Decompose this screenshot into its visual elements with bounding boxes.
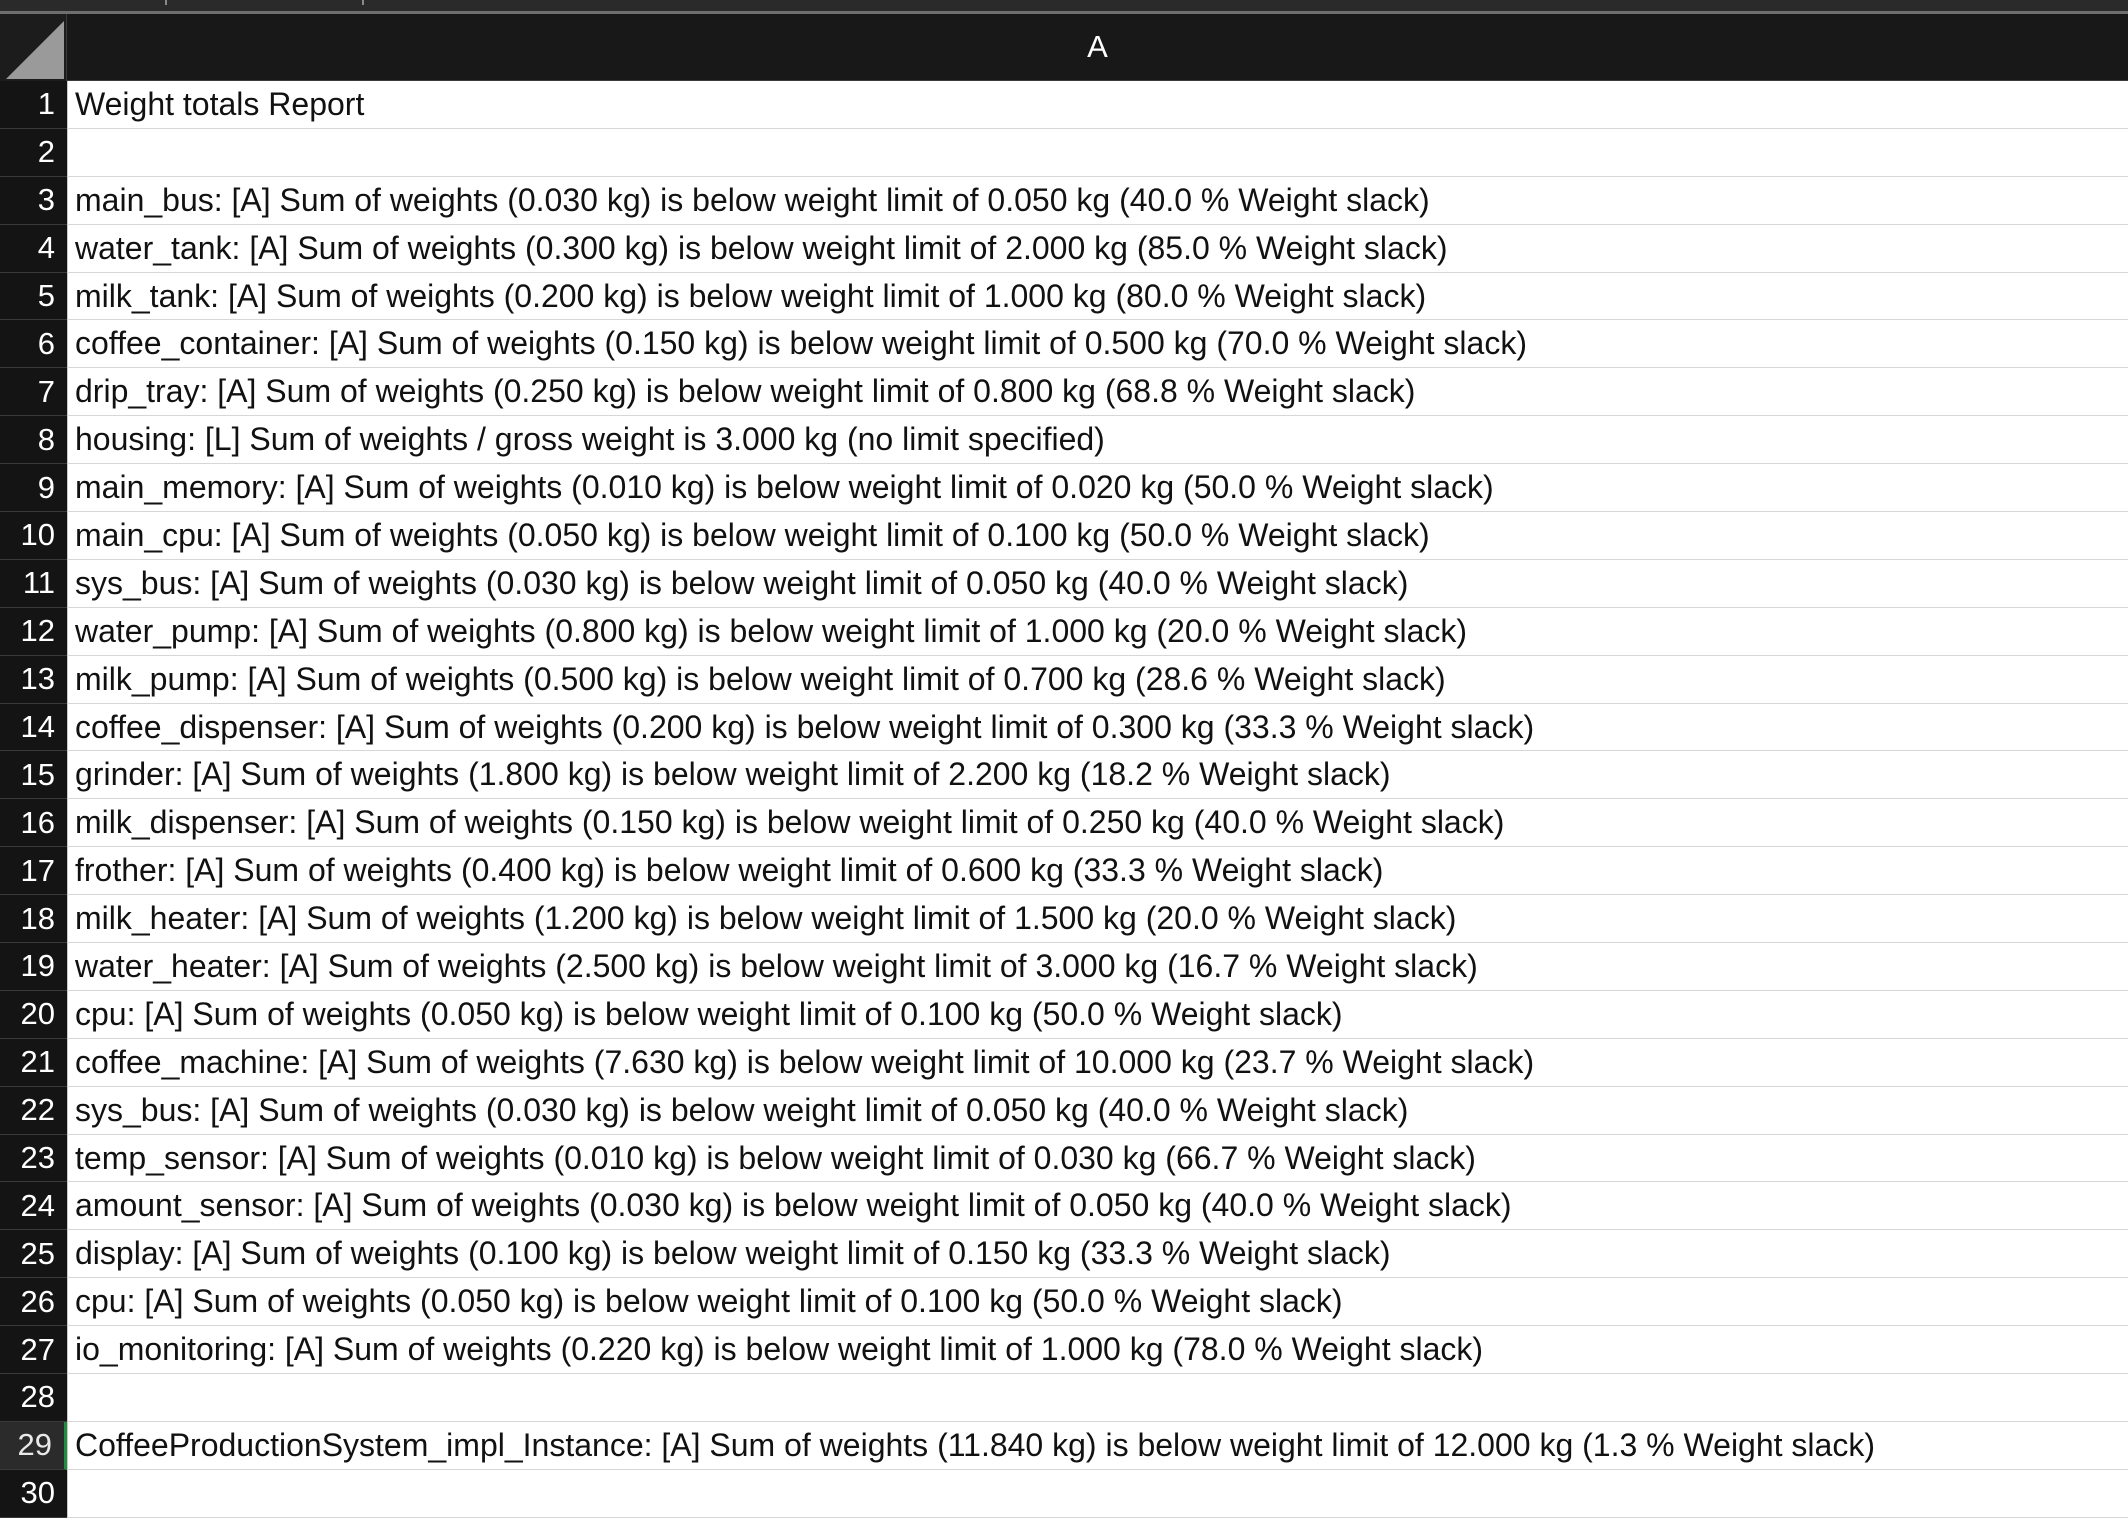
cell-a[interactable]: coffee_dispenser: [A] Sum of weights (0.… [67,703,2128,752]
table-row: 21 coffee_machine: [A] Sum of weights (7.… [0,1038,2128,1087]
table-row: 20 cpu: [A] Sum of weights (0.050 kg) is … [0,990,2128,1039]
row-header[interactable]: 26 [0,1278,67,1327]
table-row: 1 Weight totals Report [0,81,2128,129]
table-row: 17 frother: [A] Sum of weights (0.400 kg)… [0,847,2128,896]
sheet-tab[interactable] [0,0,167,5]
table-row: 5 milk_tank: [A] Sum of weights (0.200 kg… [0,272,2128,321]
row-header[interactable]: 19 [0,943,67,991]
cell-a[interactable]: coffee_machine: [A] Sum of weights (7.63… [67,1038,2128,1087]
row-header[interactable]: 29 [0,1421,67,1470]
row-header[interactable]: 3 [0,176,67,225]
table-row: 22 sys_bus: [A] Sum of weights (0.030 kg)… [0,1086,2128,1135]
table-row: 4 water_tank: [A] Sum of weights (0.300 k… [0,224,2128,273]
cell-a[interactable]: Weight totals Report [67,81,2128,129]
row-header[interactable]: 22 [0,1086,67,1135]
row-header[interactable]: 25 [0,1230,67,1279]
sheet-tab[interactable] [167,0,364,5]
cell-a[interactable]: frother: [A] Sum of weights (0.400 kg) i… [67,847,2128,896]
cell-a[interactable]: housing: [L] Sum of weights / gross weig… [67,416,2128,465]
table-row: 11 sys_bus: [A] Sum of weights (0.030 kg)… [0,559,2128,608]
cell-a[interactable]: io_monitoring: [A] Sum of weights (0.220… [67,1326,2128,1375]
row-header[interactable]: 23 [0,1134,67,1183]
cell-a[interactable]: CoffeeProductionSystem_impl_Instance: [A… [67,1421,2128,1470]
select-all-triangle-icon [6,21,64,79]
sheet-grid: 1 Weight totals Report 2 3 main_bus: [A] Sum… [0,81,2128,1518]
table-row: 28 [0,1374,2128,1422]
row-header[interactable]: 10 [0,512,67,560]
table-row: 19 water_heater: [A] Sum of weights (2.50… [0,943,2128,991]
row-header[interactable]: 28 [0,1374,67,1422]
cell-a[interactable]: water_tank: [A] Sum of weights (0.300 kg… [67,224,2128,273]
row-header[interactable]: 9 [0,464,67,513]
row-header[interactable]: 8 [0,416,67,465]
cell-a[interactable] [67,1469,2128,1518]
row-header[interactable]: 21 [0,1038,67,1087]
cell-a[interactable] [67,128,2128,177]
row-header[interactable]: 18 [0,895,67,944]
table-row: 29 CoffeeProductionSystem_impl_Instance: … [0,1421,2128,1470]
cell-a[interactable]: sys_bus: [A] Sum of weights (0.030 kg) i… [67,1086,2128,1135]
table-row: 2 [0,128,2128,177]
cell-a[interactable]: drip_tray: [A] Sum of weights (0.250 kg)… [67,368,2128,417]
table-row: 10 main_cpu: [A] Sum of weights (0.050 kg… [0,512,2128,560]
row-header[interactable]: 17 [0,847,67,896]
row-header[interactable]: 7 [0,368,67,417]
table-row: 14 coffee_dispenser: [A] Sum of weights (… [0,703,2128,752]
cell-a[interactable]: grinder: [A] Sum of weights (1.800 kg) i… [67,751,2128,800]
row-header[interactable]: 15 [0,751,67,800]
table-row: 8 housing: [L] Sum of weights / gross wei… [0,416,2128,465]
cell-a[interactable]: main_cpu: [A] Sum of weights (0.050 kg) … [67,512,2128,560]
row-header[interactable]: 12 [0,607,67,656]
row-header[interactable]: 4 [0,224,67,273]
table-row: 13 milk_pump: [A] Sum of weights (0.500 k… [0,655,2128,704]
cell-a[interactable] [67,1374,2128,1422]
column-header-a[interactable]: A [67,14,2128,81]
cell-a[interactable]: water_heater: [A] Sum of weights (2.500 … [67,943,2128,991]
table-row: 6 coffee_container: [A] Sum of weights (0… [0,320,2128,369]
cell-a[interactable]: main_bus: [A] Sum of weights (0.030 kg) … [67,176,2128,225]
row-header[interactable]: 11 [0,559,67,608]
row-header[interactable]: 20 [0,990,67,1039]
table-row: 16 milk_dispenser: [A] Sum of weights (0.… [0,799,2128,848]
cell-a[interactable]: sys_bus: [A] Sum of weights (0.030 kg) i… [67,559,2128,608]
select-all-corner[interactable] [0,14,67,81]
row-header[interactable]: 14 [0,703,67,752]
table-row: 9 main_memory: [A] Sum of weights (0.010 … [0,464,2128,513]
cell-a[interactable]: water_pump: [A] Sum of weights (0.800 kg… [67,607,2128,656]
table-row: 27 io_monitoring: [A] Sum of weights (0.2… [0,1326,2128,1375]
cell-a[interactable]: coffee_container: [A] Sum of weights (0.… [67,320,2128,369]
table-row: 12 water_pump: [A] Sum of weights (0.800 … [0,607,2128,656]
cell-a[interactable]: amount_sensor: [A] Sum of weights (0.030… [67,1182,2128,1231]
table-row: 24 amount_sensor: [A] Sum of weights (0.0… [0,1182,2128,1231]
row-header[interactable]: 1 [0,81,67,129]
cell-a[interactable]: milk_tank: [A] Sum of weights (0.200 kg)… [67,272,2128,321]
table-row: 3 main_bus: [A] Sum of weights (0.030 kg)… [0,176,2128,225]
table-row: 15 grinder: [A] Sum of weights (1.800 kg)… [0,751,2128,800]
row-header[interactable]: 24 [0,1182,67,1231]
column-header-row: A [0,14,2128,81]
row-header[interactable]: 16 [0,799,67,848]
cell-a[interactable]: milk_dispenser: [A] Sum of weights (0.15… [67,799,2128,848]
row-header[interactable]: 27 [0,1326,67,1375]
table-row: 7 drip_tray: [A] Sum of weights (0.250 kg… [0,368,2128,417]
table-row: 18 milk_heater: [A] Sum of weights (1.200… [0,895,2128,944]
table-row: 26 cpu: [A] Sum of weights (0.050 kg) is … [0,1278,2128,1327]
cell-a[interactable]: temp_sensor: [A] Sum of weights (0.010 k… [67,1134,2128,1183]
row-header[interactable]: 6 [0,320,67,369]
sheet-tab-bar [0,0,2128,14]
cell-a[interactable]: milk_heater: [A] Sum of weights (1.200 k… [67,895,2128,944]
row-header[interactable]: 2 [0,128,67,177]
cell-a[interactable]: milk_pump: [A] Sum of weights (0.500 kg)… [67,655,2128,704]
table-row: 23 temp_sensor: [A] Sum of weights (0.010… [0,1134,2128,1183]
cell-a[interactable]: cpu: [A] Sum of weights (0.050 kg) is be… [67,1278,2128,1327]
cell-a[interactable]: cpu: [A] Sum of weights (0.050 kg) is be… [67,990,2128,1039]
cell-a[interactable]: main_memory: [A] Sum of weights (0.010 k… [67,464,2128,513]
table-row: 30 [0,1469,2128,1518]
row-header[interactable]: 30 [0,1469,67,1518]
row-header[interactable]: 13 [0,655,67,704]
row-header[interactable]: 5 [0,272,67,321]
table-row: 25 display: [A] Sum of weights (0.100 kg)… [0,1230,2128,1279]
cell-a[interactable]: display: [A] Sum of weights (0.100 kg) i… [67,1230,2128,1279]
